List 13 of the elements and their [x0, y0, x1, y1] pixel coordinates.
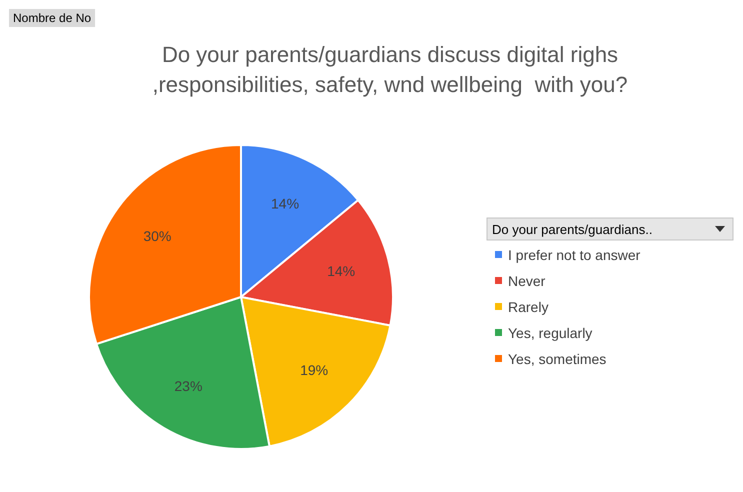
legend-label: Yes, sometimes: [508, 351, 606, 367]
data-label: 14%: [270, 195, 300, 212]
legend-title: Do your parents/guardians..: [492, 222, 652, 237]
legend-label: Yes, regularly: [508, 325, 592, 341]
legend-label: I prefer not to answer: [508, 247, 641, 263]
data-label: 14%: [327, 263, 356, 280]
legend-label: Never: [508, 273, 546, 289]
data-label: 30%: [143, 228, 172, 244]
data-label: 19%: [300, 362, 328, 378]
legend-label: Rarely: [508, 299, 548, 315]
data-label: 23%: [174, 378, 202, 394]
text: Nombre de No: [13, 11, 92, 25]
chart-title: Do your parents/guardians discuss digital righs ,responsibilities, safety, wnd wellbeing with you?: [152, 42, 628, 97]
